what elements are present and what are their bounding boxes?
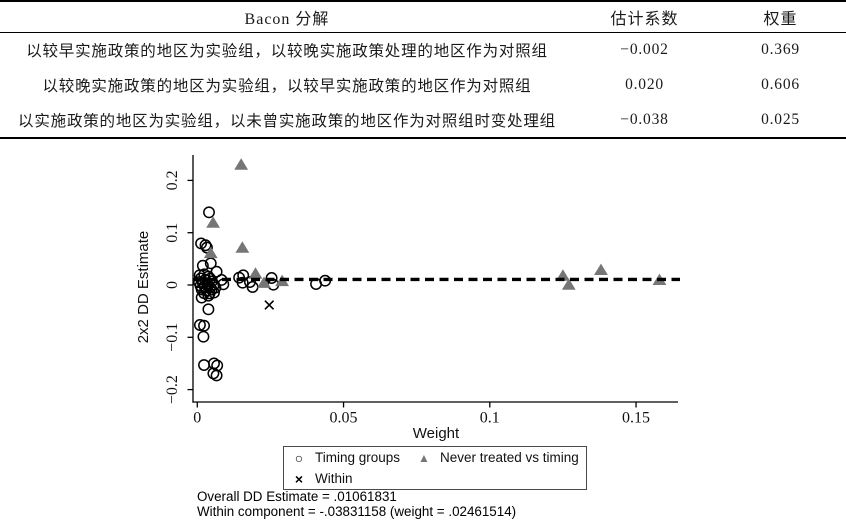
row-weight: 0.369 (761, 41, 800, 59)
never-treated-point (234, 158, 249, 170)
figure-note-line: Within component = -.03831158 (weight = … (197, 503, 517, 519)
scatter-plot: −0.2 −0.1 0 0.1 0.2 0 0.05 0.1 0.15 Weight 2x2 D… (135, 155, 680, 442)
timing-group-point (202, 303, 215, 316)
y-tick-label: −0.1 (164, 323, 181, 352)
x-tick-label: 0.05 (330, 410, 358, 427)
never-treated-point (561, 278, 576, 290)
y-tick-label: 0.2 (164, 170, 181, 190)
timing-group-point (199, 239, 212, 252)
legend-item: ▲ Never treated vs timing (417, 450, 579, 465)
row-weight: 0.606 (761, 76, 800, 94)
plot-axes: −0.2 −0.1 0 0.1 0.2 0 0.05 0.1 0.15 (164, 155, 678, 427)
plot-points (193, 158, 667, 382)
x-marker-icon: × (294, 470, 304, 487)
legend-item: ○ Timing groups (292, 450, 400, 465)
never-treated-point (248, 267, 263, 279)
row-description: 以较晚实施政策的地区为实验组，以较早实施政策的地区作为对照组 (42, 78, 532, 96)
y-axis-title: 2x2 DD Estimate (135, 231, 152, 344)
x-tick-label: 0.1 (480, 410, 500, 427)
x-axis-title: Weight (413, 425, 460, 442)
y-tick-label: 0 (164, 281, 181, 289)
row-coefficient: −0.002 (620, 41, 669, 59)
row-coefficient: 0.020 (625, 76, 664, 94)
y-tick-label: 0.1 (164, 223, 181, 243)
timing-group-point (210, 369, 223, 382)
table-header-row: Bacon 分解 估计系数 权重 (0, 1, 846, 33)
never-treated-point (594, 263, 608, 275)
legend-label: Within (315, 471, 353, 486)
never-treated-point (235, 241, 250, 253)
row-coefficient: −0.038 (620, 110, 669, 128)
legend: ○ Timing groups ▲ Never treated vs timing × W… (283, 446, 587, 490)
y-tick-label: −0.2 (164, 375, 181, 404)
legend-item: × Within (292, 471, 353, 486)
row-weight: 0.025 (761, 110, 800, 128)
x-tick-label: 0.15 (622, 410, 650, 427)
table-row: 以较晚实施政策的地区为实验组，以较早实施政策的地区作为对照组 0.020 0.606 (0, 68, 846, 103)
timing-group-point (197, 330, 210, 343)
figure-note-line: Overall DD Estimate = .01061831 (197, 489, 397, 504)
table-header-weight: 权重 (715, 1, 846, 33)
row-description: 以较早实施政策的地区为实验组，以较晚实施政策处理的地区作为对照组 (26, 43, 548, 61)
timing-group-point (198, 359, 210, 371)
timing-group-point (236, 276, 249, 289)
timing-group-point (202, 289, 215, 302)
table-row: 以较早实施政策的地区为实验组，以较晚实施政策处理的地区作为对照组 −0.002 0.… (0, 33, 846, 68)
timing-group-point (193, 319, 206, 331)
triangle-marker-icon: ▲ (418, 450, 430, 465)
timing-group-point (195, 291, 208, 304)
bacon-decomposition-table: Bacon 分解 估计系数 权重 以较早实施政策的地区为实验组，以较晚实施政策处… (0, 0, 846, 140)
timing-group-point (203, 206, 215, 219)
legend-label: Timing groups (315, 450, 401, 465)
figure-notes: Overall DD Estimate = .01061831 Within co… (197, 489, 517, 519)
legend-label: Never treated vs timing (440, 450, 579, 465)
row-description: 以实施政策的地区为实验组，以未曾实施政策的地区作为对照组时变处理组 (18, 112, 556, 130)
never-treated-point (206, 216, 220, 228)
table-header-bacon: Bacon 分解 (0, 1, 574, 33)
within-point (264, 300, 275, 310)
table-row: 以实施政策的地区为实验组，以未曾实施政策的地区作为对照组时变处理组 −0.038 0… (0, 103, 846, 139)
circle-marker-icon: ○ (294, 449, 304, 466)
never-treated-point (203, 246, 218, 259)
table-header-coefficient: 估计系数 (574, 1, 715, 33)
x-tick-label: 0 (193, 410, 201, 427)
timing-group-point (201, 241, 213, 254)
never-treated-point (257, 276, 271, 288)
